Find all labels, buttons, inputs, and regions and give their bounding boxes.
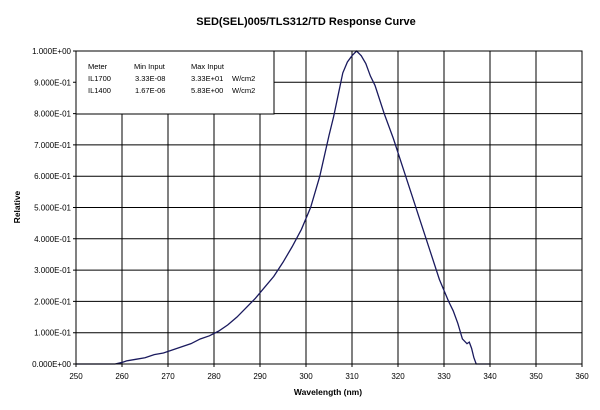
x-tick-label: 290 [253, 372, 267, 381]
legend-row2-meter: IL1400 [88, 86, 111, 95]
legend-row1-min: 3.33E-08 [135, 74, 165, 83]
legend-header-meter: Meter [88, 62, 108, 71]
legend-table: Meter Min Input Max Input IL1700 3.33E-0… [75, 50, 275, 115]
legend-row1-max: 3.33E+01 [191, 74, 223, 83]
x-axis-label: Wavelength (nm) [294, 387, 362, 397]
x-tick-label: 270 [161, 372, 175, 381]
tick-labels: 250 260 270 280 290 300 310 320 330 340 350 360 0.00… [32, 47, 589, 381]
legend-box [75, 50, 275, 115]
y-tick-label: 3.000E-01 [34, 266, 71, 275]
legend-row2-unit: W/cm2 [232, 86, 255, 95]
legend-row2-min: 1.67E-06 [135, 86, 165, 95]
y-tick-label: 6.000E-01 [34, 172, 71, 181]
y-axis-label: Relative [12, 190, 22, 223]
series-line-response [76, 50, 490, 365]
x-tick-label: 330 [437, 372, 451, 381]
legend-header-max: Max Input [191, 62, 225, 71]
y-tick-label: 8.000E-01 [34, 110, 71, 119]
x-tick-label: 300 [299, 372, 313, 381]
y-tick-label: 0.000E+00 [32, 360, 71, 369]
y-tick-label: 1.000E-01 [34, 329, 71, 338]
y-tick-label: 9.000E-01 [34, 78, 71, 87]
x-tick-label: 320 [391, 372, 405, 381]
x-tick-label: 260 [115, 372, 129, 381]
legend-header-min: Min Input [134, 62, 166, 71]
x-tick-label: 310 [345, 372, 359, 381]
x-tick-label: 350 [529, 372, 543, 381]
x-tick-label: 250 [69, 372, 83, 381]
x-tick-label: 360 [575, 372, 589, 381]
x-tick-label: 340 [483, 372, 497, 381]
legend-row1-unit: W/cm2 [232, 74, 255, 83]
chart-title: SED(SEL)005/TLS312/TD Response Curve [196, 16, 415, 28]
y-tick-label: 5.000E-01 [34, 204, 71, 213]
y-tick-label: 1.000E+00 [32, 47, 71, 56]
y-tick-label: 4.000E-01 [34, 235, 71, 244]
y-tick-label: 7.000E-01 [34, 141, 71, 150]
y-tick-label: 2.000E-01 [34, 297, 71, 306]
legend-row1-meter: IL1700 [88, 74, 111, 83]
plot-frame [75, 50, 583, 365]
legend-row2-max: 5.83E+00 [191, 86, 223, 95]
x-tick-label: 280 [207, 372, 221, 381]
